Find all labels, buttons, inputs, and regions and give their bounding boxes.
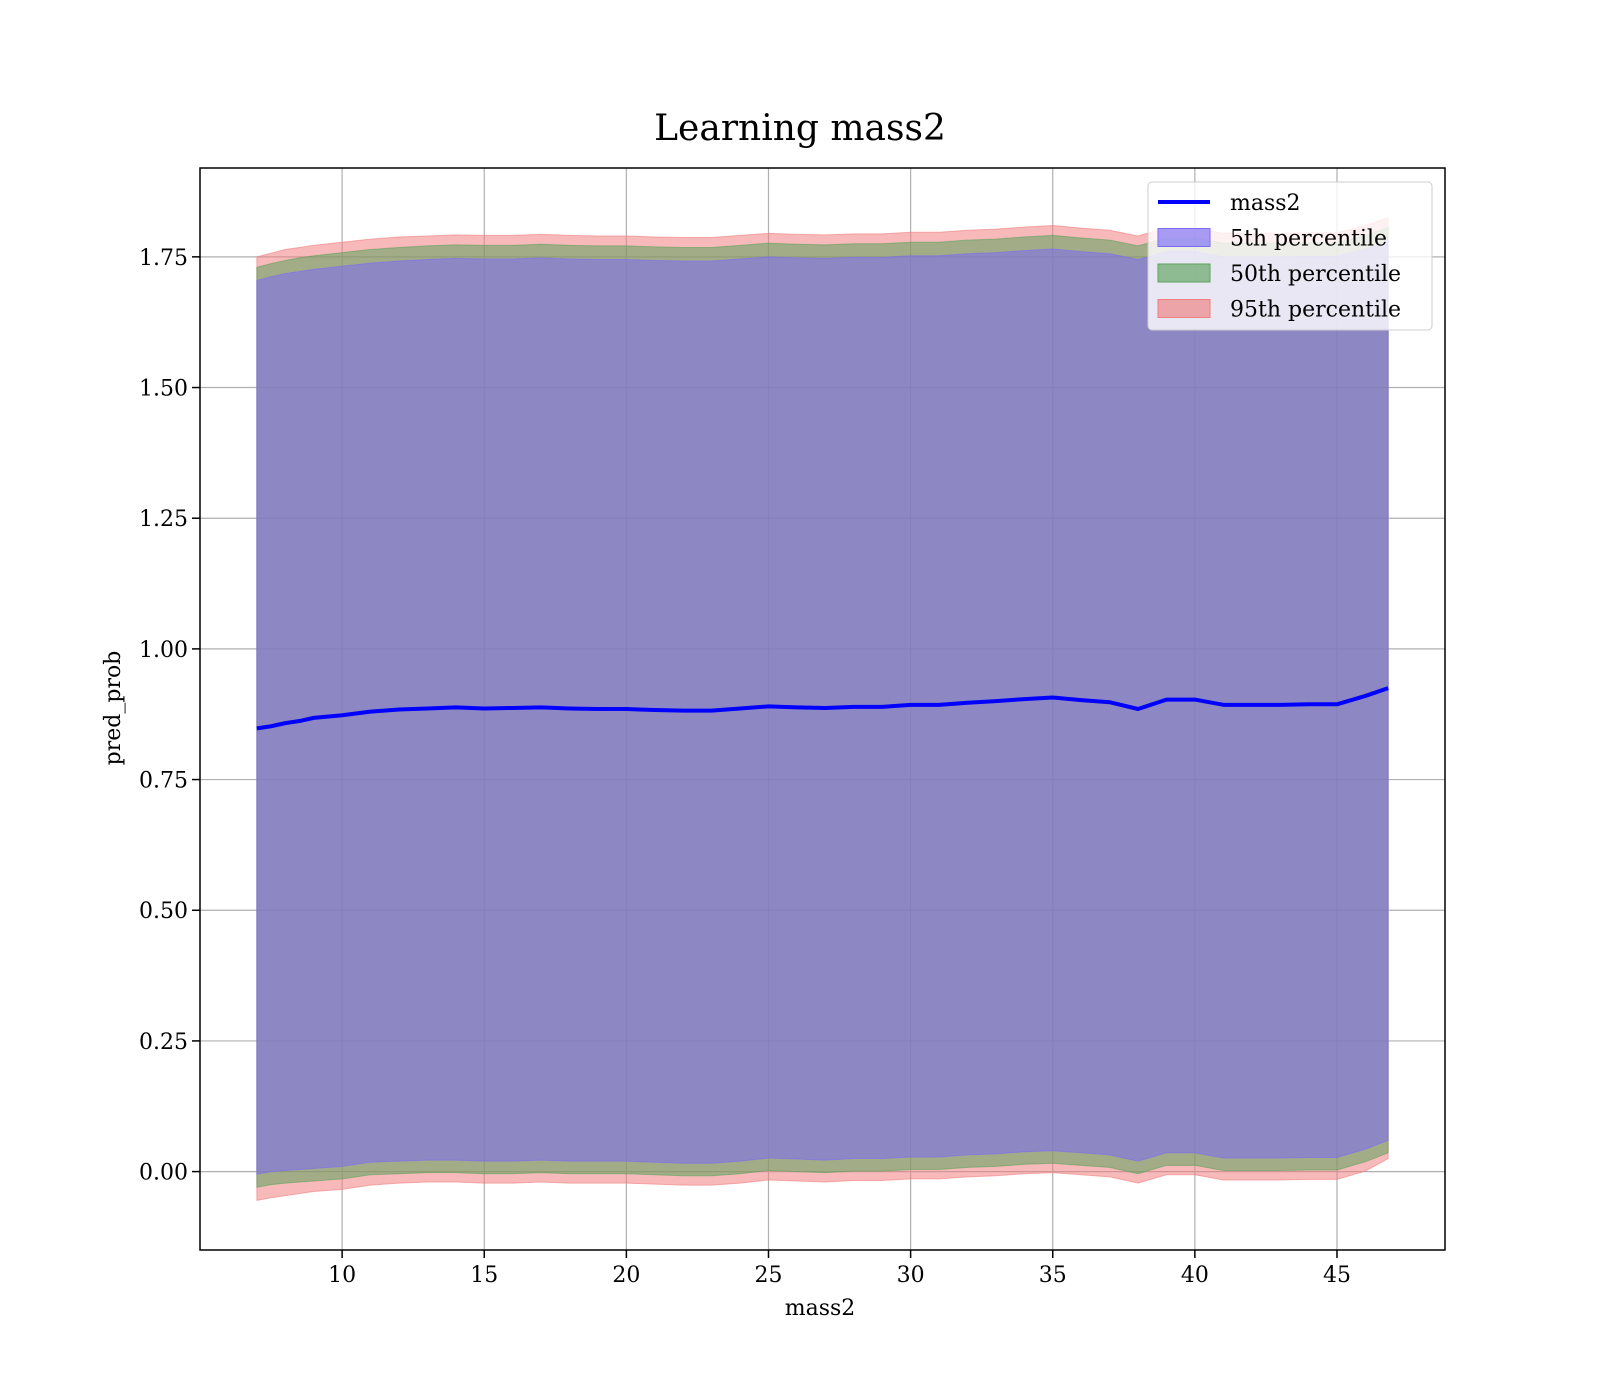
legend-label-50th-percentile: 50th percentile — [1230, 262, 1401, 287]
legend-label-5th-percentile: 5th percentile — [1230, 227, 1387, 252]
tick-layer: 10 15 20 25 30 35 40 45 0.00 0.25 0.50 0.75 1.00 1.25… — [139, 246, 1351, 1288]
axis-layer — [199, 167, 1446, 1251]
x-tick-label: 35 — [1039, 1263, 1067, 1288]
y-axis-label: pred_prob — [101, 651, 126, 766]
y-tick-label: 1.00 — [139, 638, 188, 663]
y-tick-label: 1.75 — [139, 246, 188, 271]
series-line-mass2 — [256, 686, 1389, 731]
x-tick-label: 10 — [328, 1263, 356, 1288]
legend-box — [1147, 181, 1433, 331]
legend-swatch-50th-percentile — [1157, 263, 1211, 283]
x-tick-label: 40 — [1181, 1263, 1209, 1288]
y-tick-label: 0.50 — [139, 899, 188, 924]
legend-label-mass2: mass2 — [1230, 191, 1301, 216]
legend-label-95th-percentile: 95th percentile — [1230, 298, 1401, 323]
legend-swatch-5th-percentile — [1157, 228, 1211, 247]
plot-frame — [199, 167, 1446, 1251]
legend-swatch-95th-percentile — [1157, 299, 1211, 318]
y-tick-label: 0.00 — [139, 1161, 188, 1186]
x-tick-label: 30 — [897, 1263, 925, 1288]
y-tick-label: 0.25 — [139, 1030, 188, 1055]
legend-layer: mass2 5th percentile 50th percentile 95th p… — [1147, 181, 1433, 331]
x-tick-label: 25 — [754, 1263, 782, 1288]
chart-title: Learning mass2 — [654, 108, 946, 149]
x-tick-label: 20 — [612, 1263, 640, 1288]
x-axis-label: mass2 — [785, 1296, 856, 1321]
x-tick-label: 15 — [470, 1263, 498, 1288]
y-tick-label: 0.75 — [139, 769, 188, 794]
line-layer — [256, 686, 1389, 731]
x-tick-label: 45 — [1323, 1263, 1351, 1288]
y-tick-label: 1.25 — [139, 507, 188, 532]
y-tick-label: 1.50 — [139, 377, 188, 402]
